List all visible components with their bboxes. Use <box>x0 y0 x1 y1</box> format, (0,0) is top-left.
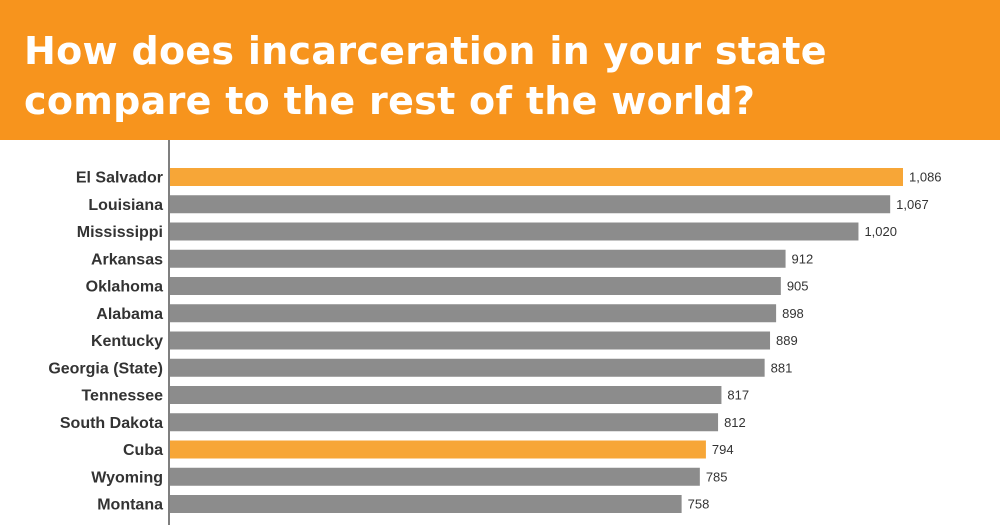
bar-kentucky <box>170 331 771 350</box>
category-label-georgia-state: Georgia (State) <box>48 360 163 377</box>
value-label-montana: 758 <box>688 497 710 512</box>
category-label-oklahoma: Oklahoma <box>86 279 163 296</box>
bars-group: El Salvador 1,086 Louisiana 1,067 Mississipp… <box>48 168 942 514</box>
category-label-montana: Montana <box>97 497 163 514</box>
category-label-kentucky: Kentucky <box>91 333 163 350</box>
category-label-south-dakota: South Dakota <box>60 415 163 432</box>
value-label-louisiana: 1,067 <box>896 197 929 212</box>
value-label-oklahoma: 905 <box>787 279 809 294</box>
category-label-tennessee: Tennessee <box>81 388 163 405</box>
bar-alabama <box>170 304 777 323</box>
bar-mississippi <box>170 222 859 241</box>
bar-el-salvador <box>170 168 903 186</box>
value-label-kentucky: 889 <box>776 333 798 348</box>
chart-area: El Salvador 1,086 Louisiana 1,067 Mississipp… <box>0 140 1000 525</box>
bar-cuba <box>170 440 706 459</box>
value-label-arkansas: 912 <box>792 251 814 266</box>
bar-chart: El Salvador 1,086 Louisiana 1,067 Mississipp… <box>48 140 942 525</box>
category-label-louisiana: Louisiana <box>88 197 163 214</box>
value-label-south-dakota: 812 <box>724 415 746 430</box>
bar-oklahoma <box>170 277 781 295</box>
header-banner: How does incarceration in your state com… <box>0 0 1000 140</box>
category-label-mississippi: Mississippi <box>77 224 163 241</box>
value-label-alabama: 898 <box>782 306 804 321</box>
value-label-georgia-state: 881 <box>771 360 793 375</box>
value-label-tennessee: 817 <box>727 388 749 403</box>
category-label-el-salvador: El Salvador <box>76 170 163 187</box>
bar-georgia-state <box>170 358 765 377</box>
category-label-arkansas: Arkansas <box>91 251 163 268</box>
bar-arkansas <box>170 249 786 268</box>
bar-montana <box>170 495 682 513</box>
category-label-alabama: Alabama <box>96 306 163 323</box>
bar-wyoming <box>170 467 700 486</box>
value-label-wyoming: 785 <box>706 469 728 484</box>
value-label-mississippi: 1,020 <box>864 224 897 239</box>
category-label-wyoming: Wyoming <box>91 469 163 486</box>
category-label-cuba: Cuba <box>123 442 163 459</box>
bar-south-dakota <box>170 413 719 432</box>
chart-title: How does incarceration in your state com… <box>24 26 984 126</box>
value-label-el-salvador: 1,086 <box>909 170 942 185</box>
bar-louisiana <box>170 195 891 214</box>
chart-title-line-2: compare to the rest of the world? <box>24 79 756 123</box>
value-label-cuba: 794 <box>712 442 734 457</box>
bar-tennessee <box>170 386 722 404</box>
chart-title-line-1: How does incarceration in your state <box>24 29 827 73</box>
